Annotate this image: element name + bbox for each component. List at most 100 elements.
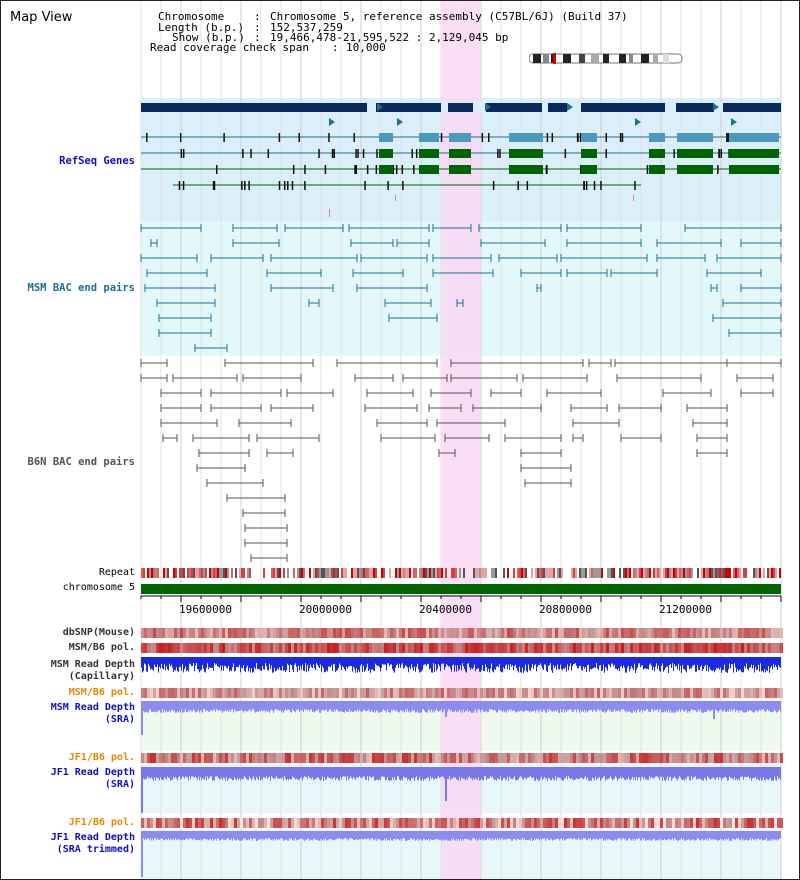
- depth-bar: [406, 657, 407, 666]
- heat-cell: [324, 818, 327, 828]
- depth-bar: [576, 767, 577, 779]
- depth-bar: [501, 701, 502, 711]
- depth-bar: [370, 831, 371, 839]
- depth-bar: [708, 831, 709, 841]
- repeat-segment: [319, 568, 321, 578]
- repeat-segment: [299, 568, 301, 578]
- refseq-genes-track[interactable]: [141, 102, 781, 217]
- repeat-segment: [151, 568, 153, 578]
- heat-cell: [207, 688, 210, 698]
- depth-bar: [751, 657, 752, 665]
- heat-cell: [345, 753, 348, 763]
- selected-region-highlight[interactable]: [441, 1, 481, 880]
- heat-cell: [480, 628, 483, 638]
- depth-bar: [476, 657, 477, 669]
- heat-cell: [648, 628, 651, 638]
- heat-cell: [576, 643, 579, 653]
- depth-bar: [547, 767, 548, 781]
- heat-cell: [393, 753, 396, 763]
- depth-bar: [265, 767, 266, 779]
- heat-cell: [270, 688, 273, 698]
- depth-bar: [192, 767, 193, 777]
- depth-bar: [772, 701, 773, 712]
- depth-bar: [749, 701, 750, 710]
- repeat-segment: [691, 568, 693, 578]
- depth-bar: [307, 767, 308, 779]
- depth-bar: [456, 767, 457, 780]
- heat-cell: [726, 643, 729, 653]
- heat-cell: [246, 628, 249, 638]
- repeat-segment: [639, 568, 641, 578]
- depth-bar: [413, 701, 414, 711]
- depth-bar: [258, 831, 259, 840]
- depth-bar: [282, 657, 283, 666]
- heat-cell: [633, 628, 636, 638]
- exon: [526, 181, 529, 190]
- depth-bar: [524, 767, 525, 778]
- heat-cell: [711, 643, 714, 653]
- heat-cell: [627, 688, 630, 698]
- depth-bar: [613, 767, 614, 780]
- depth-bar: [657, 831, 658, 841]
- heat-cell: [639, 643, 642, 653]
- heat-cell: [618, 753, 621, 763]
- heat-cell: [261, 753, 264, 763]
- depth-bar: [643, 701, 644, 710]
- depth-bar: [630, 831, 631, 840]
- depth-bar: [718, 701, 719, 713]
- heat-cell: [738, 753, 741, 763]
- depth-bar: [251, 767, 252, 781]
- depth-bar: [634, 767, 635, 778]
- depth-bar: [694, 701, 695, 711]
- chromosome-ideogram[interactable]: [529, 51, 689, 67]
- heat-cell: [222, 753, 225, 763]
- depth-bar: [476, 701, 477, 713]
- depth-bar: [284, 767, 285, 777]
- depth-bar: [408, 767, 409, 780]
- heat-cell: [243, 628, 246, 638]
- msm-bac-track-label[interactable]: MSM BAC end pairs: [27, 282, 135, 294]
- depth-bar: [248, 701, 249, 711]
- depth-bar: [312, 701, 313, 713]
- depth-bar: [251, 701, 252, 711]
- depth-bar: [404, 831, 405, 839]
- depth-bar: [588, 657, 589, 665]
- exon-block: [449, 165, 471, 174]
- heat-cell: [495, 753, 498, 763]
- heat-cell: [522, 818, 525, 828]
- depth-bar: [554, 767, 555, 781]
- depth-bar: [301, 657, 302, 670]
- depth-bar: [607, 831, 608, 841]
- heat-cell: [729, 688, 732, 698]
- depth-bar: [665, 831, 666, 841]
- heat-cell: [204, 643, 207, 653]
- depth-bar: [287, 701, 288, 710]
- depth-bar: [565, 701, 566, 710]
- refseq-track-label[interactable]: RefSeq Genes: [59, 155, 135, 167]
- depth-bar: [322, 767, 323, 777]
- heat-cell: [741, 628, 744, 638]
- heat-cell: [504, 753, 507, 763]
- b6n-bac-track-label[interactable]: B6N BAC end pairs: [27, 456, 135, 468]
- depth-bar: [512, 657, 513, 666]
- depth-bar: [279, 657, 280, 668]
- depth-bar: [694, 657, 695, 665]
- depth-bar: [711, 701, 712, 711]
- show-label: Show (b.p.): [172, 31, 245, 44]
- depth-bar: [507, 767, 508, 777]
- heat-cell: [429, 643, 432, 653]
- depth-bar: [729, 701, 730, 710]
- depth-bar: [293, 657, 294, 673]
- heat-cell: [198, 628, 201, 638]
- depth-bar: [757, 701, 758, 712]
- heat-cell: [441, 628, 444, 638]
- heat-cell: [480, 753, 483, 763]
- depth-bar: [225, 767, 226, 781]
- b6n-bac-pairs-track[interactable]: [140, 359, 782, 562]
- depth-bar: [577, 657, 578, 669]
- depth-bar: [403, 701, 404, 712]
- depth-bar: [499, 831, 500, 839]
- msm-bac-pairs-track[interactable]: [140, 224, 782, 352]
- depth-bar: [366, 831, 367, 840]
